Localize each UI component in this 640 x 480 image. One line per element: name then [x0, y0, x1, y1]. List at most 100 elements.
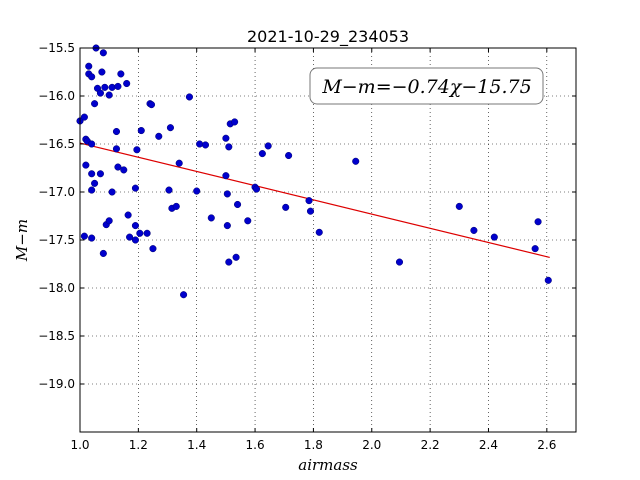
- data-point: [143, 229, 151, 237]
- data-point: [108, 83, 116, 91]
- data-point: [131, 222, 139, 230]
- data-point: [490, 233, 498, 241]
- data-point: [395, 258, 404, 266]
- data-point: [264, 142, 272, 150]
- equation-label: M−m=−0.74χ−15.75: [321, 76, 531, 98]
- x-tick-label: 1.0: [70, 438, 89, 452]
- x-axis-title: airmass: [298, 456, 358, 474]
- data-point: [201, 141, 210, 149]
- data-point: [258, 150, 266, 158]
- data-point: [534, 218, 542, 226]
- data-point: [155, 132, 163, 140]
- y-tick-label: −17.5: [38, 233, 75, 247]
- x-tick-label: 1.6: [246, 438, 265, 452]
- data-point: [306, 207, 315, 215]
- data-point: [175, 159, 183, 167]
- x-tick-label: 2.0: [362, 438, 381, 452]
- data-point: [455, 202, 463, 210]
- data-point: [305, 197, 313, 205]
- data-point: [98, 68, 106, 76]
- data-point: [282, 203, 290, 211]
- axis-ticks: 1.0 1.2 1.4 1.6 1.8 2.0 2.2 2.4 2.6 −15.5 −16.0 −16…: [38, 41, 576, 452]
- data-point: [223, 222, 231, 230]
- data-point: [166, 124, 174, 132]
- data-point: [244, 217, 252, 225]
- chart-title: 2021-10-29_234053: [247, 27, 409, 47]
- data-point: [232, 253, 240, 261]
- equation-box: [309, 67, 544, 105]
- data-point: [96, 170, 104, 178]
- data-point: [88, 170, 96, 178]
- data-point: [133, 146, 141, 154]
- data-point: [234, 200, 242, 209]
- x-tick-label: 1.8: [304, 438, 323, 452]
- data-point: [136, 229, 144, 237]
- data-point: [105, 91, 113, 99]
- data-point: [223, 190, 231, 198]
- equation-annotation: M−m=−0.74χ−15.75: [309, 67, 544, 105]
- y-axis-title: M−m: [13, 219, 31, 262]
- data-point: [126, 233, 134, 241]
- data-point: [131, 184, 139, 192]
- data-point: [88, 73, 96, 81]
- y-tick-label: −19.0: [38, 377, 75, 391]
- data-point: [185, 93, 193, 101]
- data-point: [225, 258, 233, 266]
- data-point: [252, 185, 261, 193]
- x-tick-label: 2.4: [479, 438, 498, 452]
- data-point: [123, 79, 131, 88]
- data-point: [99, 249, 107, 257]
- data-point: [88, 234, 96, 242]
- x-tick-label: 2.2: [421, 438, 440, 452]
- data-point: [108, 188, 116, 196]
- data-point: [149, 245, 157, 253]
- data-point: [117, 70, 125, 78]
- data-point: [131, 236, 139, 244]
- data-point: [315, 228, 323, 236]
- data-point: [112, 127, 121, 136]
- data-point: [91, 179, 99, 187]
- x-tick-label: 2.6: [537, 438, 556, 452]
- data-point: [172, 202, 180, 210]
- data-point: [531, 245, 539, 253]
- data-point: [120, 166, 128, 174]
- y-tick-label: −18.5: [38, 329, 75, 343]
- data-point: [80, 113, 88, 121]
- data-point: [207, 214, 215, 222]
- data-point: [88, 186, 96, 194]
- data-point: [352, 157, 360, 165]
- data-point: [99, 49, 107, 57]
- y-tick-label: −17.0: [38, 185, 75, 199]
- data-point: [285, 151, 293, 160]
- data-point: [165, 186, 173, 194]
- data-point: [222, 134, 230, 142]
- data-point: [85, 62, 93, 70]
- data-point: [105, 217, 113, 225]
- data-point: [231, 118, 239, 126]
- data-point: [88, 140, 96, 148]
- data-point: [193, 187, 201, 195]
- x-tick-label: 1.2: [129, 438, 148, 452]
- data-point: [91, 100, 99, 108]
- data-point: [196, 140, 204, 148]
- y-tick-label: −16.0: [38, 89, 75, 103]
- data-point: [180, 291, 188, 299]
- data-point: [225, 143, 233, 151]
- data-point: [147, 101, 156, 109]
- data-point: [112, 145, 121, 153]
- data-point: [96, 89, 104, 97]
- y-tick-label: −16.5: [38, 137, 75, 151]
- fit-line: [79, 142, 550, 258]
- data-points: [76, 44, 552, 299]
- data-point: [544, 276, 552, 284]
- data-point: [222, 172, 230, 180]
- y-tick-label: −18.0: [38, 281, 75, 295]
- data-point: [114, 163, 122, 171]
- data-point: [470, 226, 478, 234]
- data-point: [101, 83, 109, 91]
- fit-line-group: [79, 142, 550, 258]
- data-point: [124, 211, 132, 219]
- data-point: [114, 82, 122, 90]
- data-point: [137, 127, 145, 135]
